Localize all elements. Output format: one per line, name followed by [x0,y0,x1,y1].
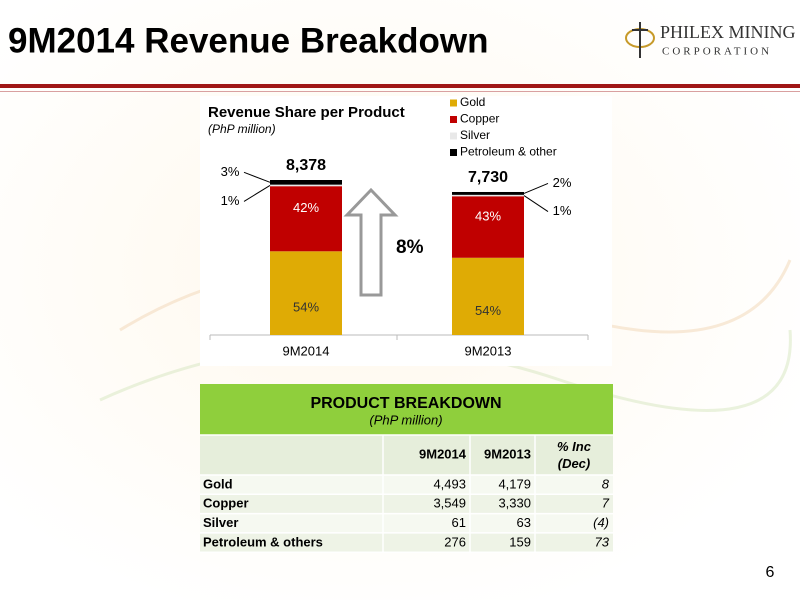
slide-title: 9M2014 Revenue Breakdown [8,21,488,60]
row-bg [200,475,613,495]
table-cell: Silver [203,515,238,530]
bar-segment [270,251,342,335]
column-header: 9M2013 [484,446,531,461]
table-cell: 7 [602,496,610,511]
bar-segment [270,186,342,252]
logo-sub: CORPORATION [662,46,772,58]
total-label: 7,730 [468,169,508,186]
chart: 9M2014 54% 42% 1% 3% 8,378 9M2013 54% 43% 1% 2% 7,7… [209,95,589,358]
logo: PHILEX MINING CORPORATION [625,22,795,58]
legend-label: Gold [460,95,485,109]
data-label: 43% [475,208,501,223]
chart-area [200,96,612,366]
legend-swatch [450,132,457,140]
x-tick-label: 9M2013 [465,343,512,358]
logo-name: PHILEX MINING [660,22,795,42]
table-cell: 4,179 [498,476,531,491]
title-rule [0,91,800,92]
legend-label: Copper [460,112,499,126]
table-subtitle: (PhP million) [369,412,442,427]
table-cell: 4,493 [433,476,466,491]
leader-line [243,171,271,183]
table-cell: Gold [203,476,233,491]
bar-segment [452,257,524,335]
legend-swatch [450,149,457,156]
table-cell: Copper [203,496,249,511]
table-cell: 276 [444,534,466,549]
table-cell: Petroleum & others [203,534,323,549]
table-cell: 8 [602,476,610,491]
leader-line [243,184,271,202]
leader-line [523,182,549,194]
table-cell: 3,330 [498,496,531,511]
bar-segment [270,180,342,185]
chart-subtitle: (PhP million) [208,122,276,136]
data-label: 54% [475,303,501,318]
title-rule [0,84,800,88]
bar-segment [452,196,524,258]
table-title-bg [200,384,613,435]
table: PRODUCT BREAKDOWN(PhP million) 9M2014 9M20… [200,384,613,553]
table-title: PRODUCT BREAKDOWN [310,395,501,412]
legend-swatch [450,116,457,123]
legend-swatch [450,99,457,107]
data-label: 1% [553,203,572,218]
table-cell: 61 [452,515,466,530]
column-header: 9M2014 [419,446,467,461]
table-header-bg [200,435,613,475]
x-tick-label: 9M2014 [283,343,330,358]
chart-title: Revenue Share per Product [208,104,405,121]
row-bg [200,494,613,514]
bar-segment [452,191,524,195]
data-label: 2% [553,175,572,190]
row-bg [200,513,613,533]
data-label: 1% [221,193,240,208]
data-label: 42% [293,200,319,215]
table-cell: 159 [509,534,531,549]
logo-mark [632,22,648,58]
bar-segment [452,194,524,197]
total-label: 8,378 [286,157,326,174]
legend-label: Petroleum & other [460,145,557,159]
data-label: 54% [293,300,319,315]
column-header: % Inc (Dec) [557,439,592,471]
header-line: % Inc [557,439,592,454]
growth-arrow [343,187,399,297]
legend-label: Silver [460,128,490,142]
row-bg [200,532,613,553]
table-cell: 3,549 [433,496,466,511]
page-number: 6 [766,564,775,581]
table-cell: 73 [595,534,610,549]
table-cell: (4) [593,515,609,530]
leader-line [523,195,549,212]
data-label: 3% [221,164,240,179]
bar-segment [270,184,342,187]
header-line: (Dec) [558,456,591,471]
table-cell: 63 [517,515,531,530]
annotation: 8% [396,237,424,258]
